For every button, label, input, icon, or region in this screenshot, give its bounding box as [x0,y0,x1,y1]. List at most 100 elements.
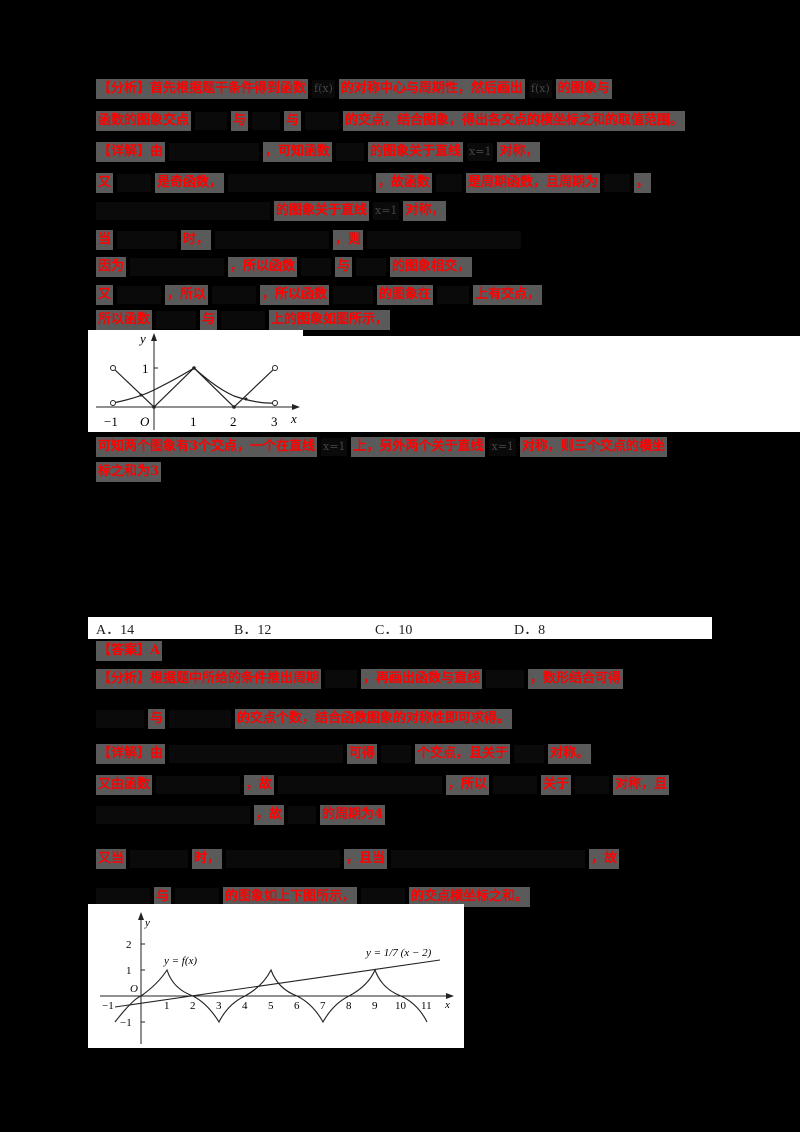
detail-text: 的图象相交， [390,257,473,277]
detail-text: 当 [96,230,114,250]
detail-text: 标之和为3 [96,462,162,482]
analysis-text: 与 [148,709,166,729]
math-expression [252,112,281,130]
math-expression [117,231,178,249]
detail-text: ，所以函数 [228,257,298,277]
x-tick: 3 [271,414,278,429]
x-tick: 8 [346,1000,352,1012]
analysis-text: 函数的图象交点 [96,111,192,131]
detail-text: ，故函数 [376,173,433,193]
detail-text: 与 [335,257,353,277]
math-expression [226,850,341,868]
x-tick: 2 [230,414,237,429]
x-tick: −1 [102,1000,114,1012]
analysis-text: 的对称中心与周期性，然后画出 [338,79,525,99]
graph-2: y x 2 1 −1 −1 O 1 2 3 4 5 6 7 8 9 10 11 … [100,912,454,1044]
math-expression [391,850,586,868]
math-expression [195,112,228,130]
x-tick-origin: O [140,414,150,429]
question-stem-dim [300,510,670,530]
x-tick: 2 [190,1000,196,1012]
detail-text: 的周期为4 [320,805,386,825]
y-tick: −1 [120,1017,132,1029]
text-line: ，故 的周期为4 [96,804,386,826]
math-expression [96,888,150,906]
detail-text: 又由函数 [96,775,153,795]
option-b[interactable]: B．12 [234,623,272,638]
option-c[interactable]: C．10 [375,623,413,638]
math-expression [367,231,522,249]
x-tick: 6 [294,1000,300,1012]
math-expression [117,286,162,304]
detail-text: ，则 [333,230,364,250]
text-line: 所以函数 与 上的图象如图所示， [96,309,391,331]
text-line: 【分析】首先根据题干条件得到函数 f(x) 的对称中心与周期性，然后画出 f(x… [96,78,612,100]
detail-text: 个交点，且关于 [415,744,511,764]
x-tick: 4 [242,1000,248,1012]
math-expression [169,710,232,728]
text-line: 【详解】由 可得 个交点，且关于 对称。 [96,743,592,765]
detail-text: ，所以 [165,285,209,305]
math-expression: x=1 [373,202,400,220]
math-expression [437,286,470,304]
detail-text: 时， [192,849,223,869]
text-line: 【详解】由 ，可知函数 的图象关于直线 x=1 对称， [96,141,541,163]
detail-text: 的交点横坐标之和。 [409,887,531,907]
figure-1: y x 1 −1 O 1 2 3 [88,330,800,432]
detail-text: 的图象在 [377,285,434,305]
math-expression: x=1 [489,438,516,456]
math-expression [486,670,525,688]
text-line: 函数的图象交点 与 与 的交点，结合图象，得出各交点的横坐标之和的取值范围。 [96,110,686,132]
math-expression [156,311,197,329]
math-expression [288,806,317,824]
analysis-text: 的交点，结合图象，得出各交点的横坐标之和的取值范围。 [343,111,686,131]
y-tick: 1 [126,965,132,977]
x-tick: 10 [395,1000,407,1012]
math-expression: f(x) [528,80,552,98]
math-expression [117,174,152,192]
math-expression [156,776,241,794]
text-line: 【答案】A [96,640,163,662]
math-expression [221,311,266,329]
detail-text: 因为 [96,257,127,277]
text-line: 标之和为3 [96,461,162,483]
text-line: 又由函数 ，故 ，所以 关于 对称，且 [96,774,670,796]
detail-text: ，所以函数 [260,285,330,305]
x-tick: 5 [268,1000,274,1012]
analysis-text: 与 [284,111,302,131]
answer-label: 【答案】A [96,641,163,661]
option-d[interactable]: D．8 [514,623,546,638]
text-line: 当 时， ，则 [96,229,522,251]
x-tick: 1 [164,1000,170,1012]
math-expression [96,806,250,824]
math-expression [381,745,412,763]
detail-text: 的图象关于直线 [274,201,370,221]
detail-text: ，且当 [344,849,388,869]
text-line: 可知两个图象有3个交点，一个在直线 x=1 上，另外两个关于直线 x=1 对称，… [96,436,667,458]
option-a[interactable]: A．14 [96,623,135,638]
text-line: 【分析】根据题中所给的条件推出周期 ，再画出函数与直线 ，数形结合可得 [96,668,624,690]
answer-options: A．14 B．12 C．10 D．8 [88,617,712,639]
analysis-text: 【分析】根据题中所给的条件推出周期 [96,669,322,689]
detail-text: 的图象如上下图所示， [223,887,358,907]
text-line: 又 ，所以 ，所以函数 的图象在 上有交点， [96,284,543,306]
math-expression [575,776,610,794]
figure-2: y x 2 1 −1 −1 O 1 2 3 4 5 6 7 8 9 10 11 … [88,904,464,1048]
detail-text: 又当 [96,849,127,869]
text-line: 因为 ，所以函数 与 的图象相交， [96,256,473,278]
detail-text: 对称，且 [613,775,670,795]
analysis-text: 与 [231,111,249,131]
x-tick: −1 [104,414,118,429]
detail-text: 上的图象如图所示， [269,310,391,330]
math-expression [333,286,374,304]
detail-text: 【详解】由 [96,142,166,162]
math-expression [175,888,220,906]
math-expression [305,112,340,130]
detail-text: 对称， [497,142,541,162]
detail-text: ，可知函数 [263,142,333,162]
detail-text: 【详解】由 [96,744,166,764]
math-expression [278,776,443,794]
detail-text: 对称，则三个交点的横坐 [519,437,667,457]
y-tick: 2 [126,939,132,951]
detail-text: 对称。 [548,744,592,764]
